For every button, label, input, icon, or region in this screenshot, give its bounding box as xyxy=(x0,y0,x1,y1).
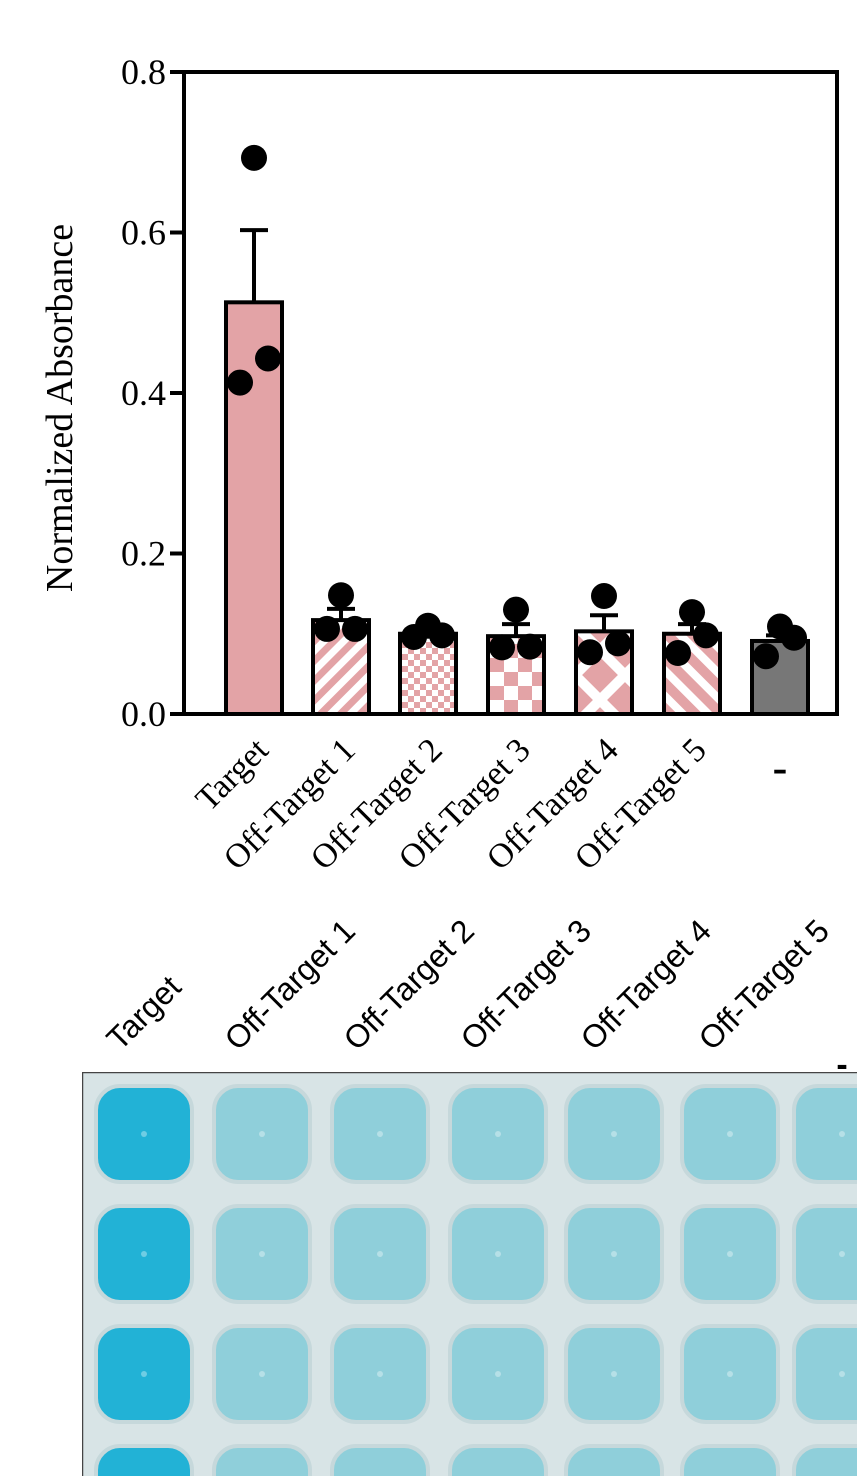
well xyxy=(94,1084,194,1184)
bar-chart: 0.0 0.2 0.4 0.6 0.8 Normalized Absorbance Ta… xyxy=(39,52,839,877)
well xyxy=(680,1324,780,1424)
well xyxy=(330,1324,430,1424)
y-axis-title: Normalized Absorbance xyxy=(39,224,81,592)
well xyxy=(212,1324,312,1424)
error-bars xyxy=(240,228,794,641)
well xyxy=(792,1324,857,1424)
well xyxy=(94,1324,194,1424)
well xyxy=(564,1324,664,1424)
well-highlight xyxy=(377,1371,383,1377)
well-highlight xyxy=(495,1251,501,1257)
data-point xyxy=(342,615,368,642)
plate-border xyxy=(82,1072,857,1476)
data-point xyxy=(255,345,281,372)
y-ticks: 0.0 0.2 0.4 0.6 0.8 xyxy=(121,52,184,734)
y-axis: 0.0 0.2 0.4 0.6 0.8 Normalized Absorbance xyxy=(39,52,186,734)
well xyxy=(330,1084,430,1184)
well-highlight xyxy=(839,1251,845,1257)
well xyxy=(212,1084,312,1184)
well-highlight xyxy=(611,1371,617,1377)
well-highlight xyxy=(495,1131,501,1137)
wells xyxy=(94,1084,857,1476)
well xyxy=(564,1444,664,1476)
well-highlight xyxy=(377,1131,383,1137)
well xyxy=(680,1084,780,1184)
data-point xyxy=(401,623,427,650)
data-point xyxy=(781,624,807,651)
data-point xyxy=(679,599,705,626)
data-point xyxy=(517,633,543,660)
well-highlight xyxy=(141,1251,147,1257)
well-highlight xyxy=(611,1251,617,1257)
data-point xyxy=(328,582,354,609)
well-highlight xyxy=(259,1371,265,1377)
well xyxy=(448,1324,548,1424)
well-highlight xyxy=(259,1131,265,1137)
well xyxy=(448,1084,548,1184)
plot-frame xyxy=(182,70,839,716)
well xyxy=(330,1204,430,1304)
y-tick-label: 0.0 xyxy=(121,694,166,734)
well-highlight xyxy=(495,1371,501,1377)
well xyxy=(680,1204,780,1304)
well-highlight xyxy=(727,1131,733,1137)
well xyxy=(94,1204,194,1304)
data-point xyxy=(489,634,515,661)
well xyxy=(212,1204,312,1304)
x-tick-label: - xyxy=(773,743,788,792)
bar-series xyxy=(224,300,810,717)
y-tick-label: 0.6 xyxy=(121,213,166,253)
well xyxy=(564,1204,664,1304)
well xyxy=(212,1444,312,1476)
well-highlight xyxy=(727,1371,733,1377)
data-point xyxy=(314,615,340,642)
well-plate-image xyxy=(82,1072,857,1476)
well xyxy=(94,1444,194,1476)
data-points xyxy=(227,144,807,670)
well-highlight xyxy=(141,1371,147,1377)
well xyxy=(330,1444,430,1476)
well xyxy=(792,1444,857,1476)
data-point xyxy=(227,369,253,396)
well xyxy=(448,1204,548,1304)
well xyxy=(564,1084,664,1184)
data-point xyxy=(605,630,631,657)
well-highlight xyxy=(727,1251,733,1257)
data-point xyxy=(753,643,779,670)
y-tick-label: 0.2 xyxy=(121,534,166,574)
data-point xyxy=(503,596,529,623)
data-point xyxy=(429,622,455,649)
data-point xyxy=(241,144,267,171)
well-plate-photo xyxy=(82,1072,857,1476)
well-highlight xyxy=(839,1371,845,1377)
data-point xyxy=(693,622,719,649)
data-point xyxy=(591,583,617,610)
y-tick-label: 0.4 xyxy=(121,373,166,413)
well xyxy=(680,1444,780,1476)
well-highlight xyxy=(141,1131,147,1137)
data-point xyxy=(577,639,603,666)
data-point xyxy=(665,640,691,667)
well-highlight xyxy=(259,1251,265,1257)
well xyxy=(792,1084,857,1184)
well-highlight xyxy=(839,1131,845,1137)
well-highlight xyxy=(377,1251,383,1257)
well xyxy=(792,1204,857,1304)
y-tick-label: 0.8 xyxy=(121,52,166,92)
well xyxy=(448,1444,548,1476)
well-highlight xyxy=(611,1131,617,1137)
